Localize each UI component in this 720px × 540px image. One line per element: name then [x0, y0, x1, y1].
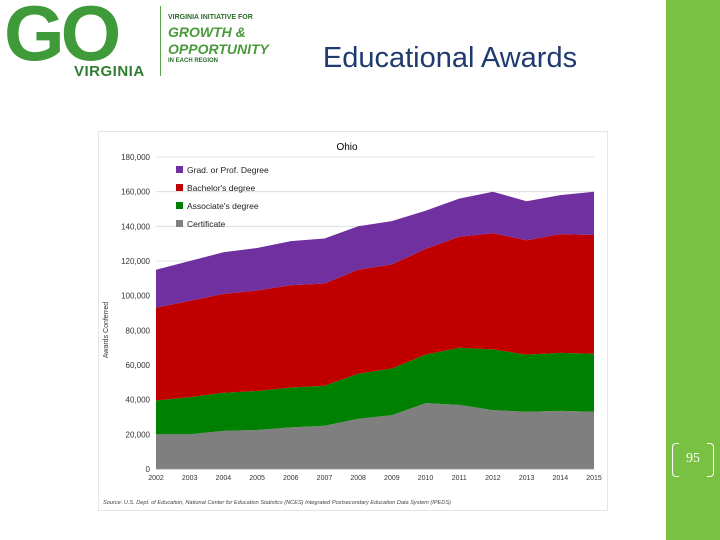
- area-certificate: [156, 403, 594, 469]
- logo-tagline-line2: GROWTH &: [168, 24, 246, 40]
- legend-swatch: [176, 202, 183, 209]
- x-tick-label: 2008: [350, 475, 366, 482]
- logo-tagline-line3: OPPORTUNITY: [168, 41, 269, 57]
- x-tick-label: 2009: [384, 475, 400, 482]
- x-tick-label: 2007: [317, 475, 333, 482]
- legend-swatch: [176, 220, 183, 227]
- legend-label: Bachelor's degree: [187, 183, 256, 193]
- x-tick-label: 2006: [283, 475, 299, 482]
- area-series: [156, 191, 594, 469]
- stacked-area-chart: 0 20,000 40,000 60,000 80,000 100,000 120,000 1…: [103, 142, 602, 506]
- y-tick-label: 140,000: [121, 222, 150, 231]
- x-tick-label: 2003: [182, 475, 198, 482]
- page-number: 95: [686, 451, 700, 466]
- y-axis-label: Awards Conferred: [103, 302, 110, 358]
- chart-title: Ohio: [336, 142, 358, 153]
- y-tick-label: 0: [146, 465, 151, 474]
- y-tick-label: 80,000: [126, 326, 151, 335]
- y-tick-label: 60,000: [126, 361, 151, 370]
- y-tick-label: 100,000: [121, 292, 150, 301]
- x-tick-label: 2005: [249, 475, 265, 482]
- logo-virginia-text: VIRGINIA: [74, 63, 145, 80]
- area-bachelor-s-degree: [156, 233, 594, 401]
- page-number-badge: 95: [672, 443, 714, 477]
- logo-tagline-line1: VIRGINIA INITIATIVE FOR: [168, 14, 253, 21]
- area-grad-or-prof-degree: [156, 191, 594, 308]
- bracket-right: [707, 443, 714, 477]
- right-accent-bar: [666, 0, 720, 540]
- chart-source: Source: U.S. Dept. of Education, Nationa…: [103, 500, 451, 506]
- bracket-left: [672, 443, 679, 477]
- x-tick-label: 2011: [452, 475, 467, 482]
- y-tick-label: 20,000: [126, 430, 151, 439]
- axes: 0 20,000 40,000 60,000 80,000 100,000 120,000 1…: [121, 153, 602, 482]
- legend-swatch: [176, 166, 183, 173]
- legend-label: Associate's degree: [187, 201, 259, 211]
- x-tick-label: 2012: [485, 475, 501, 482]
- chart-panel: 0 20,000 40,000 60,000 80,000 100,000 120,000 1…: [98, 131, 608, 511]
- go-virginia-logo: GO VIRGINIA VIRGINIA INITIATIVE FOR GROW…: [0, 0, 269, 86]
- y-tick-label: 160,000: [121, 188, 150, 197]
- x-tick-label: 2013: [519, 475, 535, 482]
- legend-label: Certificate: [187, 219, 226, 229]
- area-associate-s-degree: [156, 347, 594, 435]
- x-tick-label: 2015: [586, 475, 602, 482]
- logo-tagline-line4: IN EACH REGION: [168, 58, 219, 64]
- x-tick-label: 2002: [148, 475, 164, 482]
- x-tick-label: 2014: [553, 475, 569, 482]
- slide-title: Educational Awards: [322, 42, 578, 74]
- legend-label: Grad. or Prof. Degree: [187, 165, 269, 175]
- legend: Grad. or Prof. Degree Bachelor's degree As…: [176, 165, 269, 229]
- logo-go-text: GO: [4, 0, 121, 77]
- x-tick-label: 2004: [216, 475, 232, 482]
- y-tick-label: 120,000: [121, 257, 150, 266]
- legend-swatch: [176, 184, 183, 191]
- y-tick-label: 180,000: [121, 153, 150, 162]
- x-tick-label: 2010: [418, 475, 434, 482]
- logo-divider: [160, 6, 161, 76]
- y-tick-label: 40,000: [126, 396, 151, 405]
